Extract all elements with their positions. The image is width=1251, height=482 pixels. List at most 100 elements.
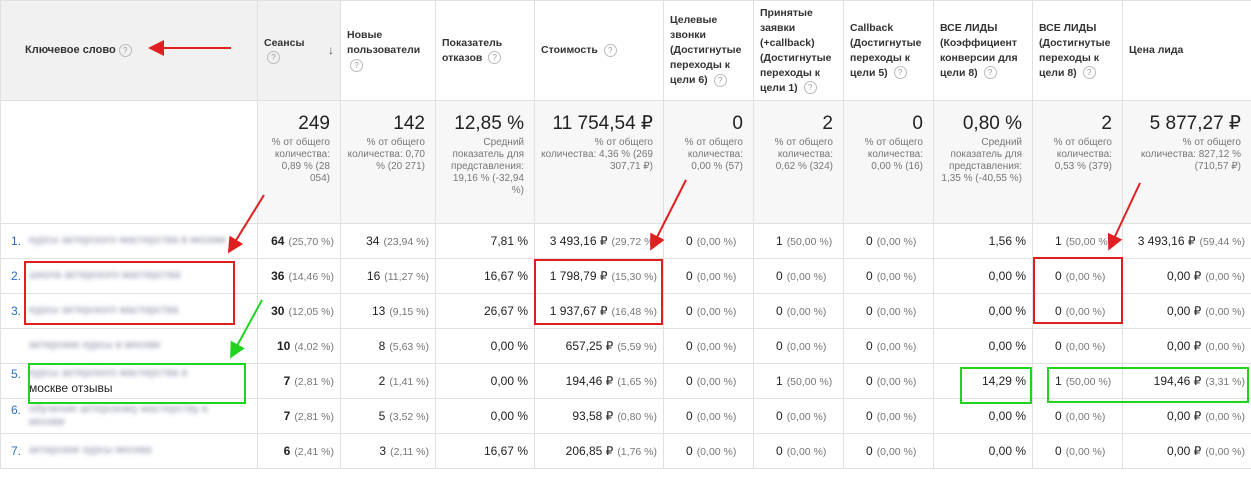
goal6-header[interactable]: Целевые звонки (Достигнутые переходы к ц… [663,0,754,101]
goal8-cell: 0 (0,00 %) [1032,258,1123,294]
help-icon[interactable]: ? [488,51,502,65]
conv8-cell: 0,00 % [933,433,1033,469]
total-goal1: 2% от общего количества: 0,62 % (324) [753,100,844,224]
bounce-header[interactable]: Показатель отказов ? [435,0,535,101]
goal5-cell: 0 (0,00 %) [843,398,934,434]
conv8-cell: 1,56 % [933,223,1033,259]
keyword-link[interactable]: обучение актерскому мастерству в москве [29,403,208,428]
conv8-cell: 0,00 % [933,328,1033,364]
totals-label-cell [0,100,258,224]
new-users-cell: 5 (3,52 %) [340,398,436,434]
lead-price-header[interactable]: Цена лида [1122,0,1251,101]
help-icon[interactable]: ? [267,51,280,65]
keyword-cell: 3. курсы актерского мастерства [0,293,258,329]
keyword-link[interactable]: актерские курсы москва [29,444,152,456]
goal1-cell: 0 (0,00 %) [753,433,844,469]
lead-price-cell: 0,00 ₽ (0,00 %) [1122,433,1251,469]
goal6-cell: 0 (0,00 %) [663,223,754,259]
goal6-cell: 0 (0,00 %) [663,258,754,294]
goal1-cell: 0 (0,00 %) [753,328,844,364]
goal1-header[interactable]: Принятые заявки (+callback) (Достигнутые… [753,0,844,101]
goal8-header[interactable]: ВСЕ ЛИДЫ (Достигнутые переходы к цели 8)… [1032,0,1123,101]
total-bounce: 12,85 % Средний показатель для представле… [435,100,535,224]
sort-desc-icon[interactable]: ↓ [328,43,334,57]
goal1-cell: 1 (50,00 %) [753,223,844,259]
row-index: 6. [11,403,22,417]
cost-cell: 1 798,79 ₽ (15,30 %) [534,258,664,294]
total-goal8: 2% от общего количества: 0,53 % (379) [1032,100,1123,224]
help-icon[interactable]: ? [603,43,617,57]
cost-header[interactable]: Стоимость ? [534,0,664,101]
lead-price-cell: 0,00 ₽ (0,00 %) [1122,328,1251,364]
help-icon[interactable]: ? [350,58,363,72]
goal5-cell: 0 (0,00 %) [843,328,934,364]
row-index: 5. [11,367,22,381]
goal5-cell: 0 (0,00 %) [843,363,934,399]
keyword-header[interactable]: Ключевое слово? [0,0,258,101]
table-row: 1. курсы актерского мастерства в москве 64… [0,223,1251,259]
goal8-cell: 0 (0,00 %) [1032,293,1123,329]
sessions-cell: 30 (12,05 %) [257,293,341,329]
keyword-link[interactable]: курсы актерского мастерства в [29,367,188,379]
new-users-cell: 3 (2,11 %) [340,433,436,469]
keyword-link[interactable]: школа актерского мастерства [29,269,181,281]
lead-price-cell: 0,00 ₽ (0,00 %) [1122,258,1251,294]
goal8-cell: 1 (50,00 %) [1032,363,1123,399]
sessions-cell: 7 (2,81 %) [257,363,341,399]
sessions-cell: 64 (25,70 %) [257,223,341,259]
conv8-header[interactable]: ВСЕ ЛИДЫ (Коэффициент конверсии для цели… [933,0,1033,101]
total-sessions: 249% от общего количества: 0,89 % (28 05… [257,100,341,224]
sessions-cell: 6 (2,41 %) [257,433,341,469]
keyword-link[interactable]: актерские курсы в москве [29,339,161,351]
row-index: 7. [11,444,22,458]
lead-price-cell: 0,00 ₽ (0,00 %) [1122,293,1251,329]
help-icon[interactable]: ? [803,81,817,95]
goal5-cell: 0 (0,00 %) [843,433,934,469]
keyword-link[interactable]: курсы актерского мастерства в москве [29,234,227,246]
bounce-cell: 0,00 % [435,363,535,399]
bounce-cell: 16,67 % [435,258,535,294]
help-icon[interactable]: ? [983,66,997,80]
bounce-cell: 26,67 % [435,293,535,329]
goal8-cell: 0 (0,00 %) [1032,433,1123,469]
bounce-cell: 7,81 % [435,223,535,259]
sessions-cell: 7 (2,81 %) [257,398,341,434]
goal6-cell: 0 (0,00 %) [663,293,754,329]
cost-cell: 657,25 ₽ (5,59 %) [534,328,664,364]
goal6-cell: 0 (0,00 %) [663,433,754,469]
goal8-cell: 1 (50,00 %) [1032,223,1123,259]
help-icon[interactable]: ? [713,73,727,87]
bounce-cell: 16,67 % [435,433,535,469]
lead-price-cell: 194,46 ₽ (3,31 %) [1122,363,1251,399]
sessions-cell: 36 (14,46 %) [257,258,341,294]
total-new-users: 142% от общего количества: 0,70 % (20 27… [340,100,436,224]
help-icon[interactable]: ? [893,66,907,80]
row-index: 3. [11,304,22,318]
help-icon[interactable]: ? [118,43,132,57]
new-users-header[interactable]: Новые пользователи ? [340,0,436,101]
table-row: 3. курсы актерского мастерства 30 (12,05 %)… [0,293,1251,329]
goal8-cell: 0 (0,00 %) [1032,398,1123,434]
total-cost: 11 754,54 ₽% от общего количества: 4,36 … [534,100,664,224]
table-row: актерские курсы в москве 10 (4,02 %) 8 (5,63… [0,328,1251,364]
new-users-cell: 2 (1,41 %) [340,363,436,399]
goal5-cell: 0 (0,00 %) [843,258,934,294]
help-icon[interactable]: ? [1082,66,1096,80]
goal5-header[interactable]: Callback (Достигнутые переходы к цели 5)… [843,0,934,101]
keyword-visible-tail: москве отзывы [29,381,113,395]
table-row: 7. актерские курсы москва 6 (2,41 %) 3 (2,11 … [0,433,1251,469]
conv8-cell: 0,00 % [933,398,1033,434]
conv8-cell: 0,00 % [933,293,1033,329]
keyword-cell: 1. курсы актерского мастерства в москве [0,223,258,259]
keyword-cell: 5. курсы актерского мастерства в москве от… [0,363,258,399]
keyword-cell: 2. школа актерского мастерства [0,258,258,294]
goal1-cell: 0 (0,00 %) [753,258,844,294]
keyword-link[interactable]: курсы актерского мастерства [29,304,179,316]
goal6-cell: 0 (0,00 %) [663,363,754,399]
new-users-cell: 16 (11,27 %) [340,258,436,294]
conv8-cell: 14,29 % [933,363,1033,399]
cost-cell: 93,58 ₽ (0,80 %) [534,398,664,434]
cost-cell: 194,46 ₽ (1,65 %) [534,363,664,399]
sessions-header[interactable]: Сеансы? ↓ [257,0,341,101]
goal1-cell: 0 (0,00 %) [753,398,844,434]
